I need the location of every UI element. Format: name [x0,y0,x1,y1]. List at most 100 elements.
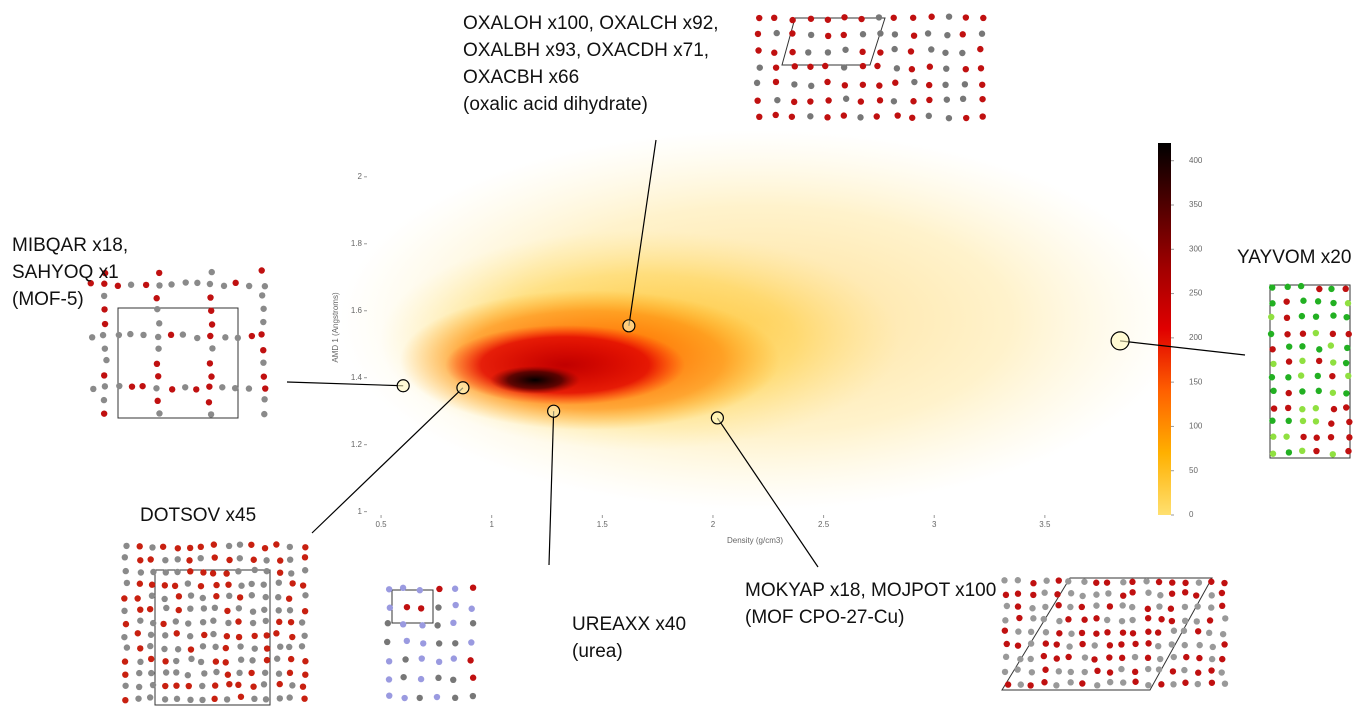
atom [927,64,933,70]
atom [200,643,206,649]
atom [129,383,135,389]
atom [1300,418,1306,424]
atom [185,672,191,678]
atom [1119,655,1125,661]
atom [858,98,864,104]
atom [261,681,267,687]
annotation-label: SAHYOQ x1 [12,262,119,283]
atom [259,292,265,298]
atom [252,645,258,651]
atom [153,295,159,301]
atom [754,80,760,86]
colorbar-tick-label: 400 [1189,156,1203,165]
atom [186,683,192,689]
atom [1030,592,1036,598]
atom [289,580,295,586]
annotation-label: DOTSOV x45 [140,505,256,526]
atom [208,308,214,314]
atom [789,17,795,23]
atom [101,306,107,312]
atom [385,620,391,626]
atom [877,97,883,103]
atom [1171,628,1177,634]
atom [1208,579,1214,585]
atom [1343,390,1349,396]
atom [238,583,244,589]
atom [1345,300,1351,306]
atom [1002,669,1008,675]
atom [891,46,897,52]
atom [123,621,129,627]
atom [288,656,294,662]
atom [404,638,410,644]
atom [400,621,406,627]
atom [235,682,241,688]
atom [262,670,268,676]
atom [1182,642,1188,648]
atom [236,634,242,640]
atom [874,63,880,69]
atom [1181,667,1187,673]
atom [1157,656,1163,662]
atom [1222,615,1228,621]
atom [1079,680,1085,686]
highlighted-point [711,412,723,424]
atom [209,321,215,327]
atom [263,618,269,624]
atom [137,543,143,549]
atom [1196,655,1202,661]
atom [1015,603,1021,609]
atom [469,606,475,612]
atom [1129,617,1135,623]
atom [237,643,243,649]
atom [808,32,814,38]
atom [129,358,135,364]
atom [1209,656,1215,662]
atom [1343,314,1349,320]
atom [275,594,281,600]
atom [1182,604,1188,610]
atom [1014,666,1020,672]
atom [1004,603,1010,609]
atom [1093,602,1099,608]
structure-image [1001,577,1228,690]
atom [187,633,193,639]
atom [1029,605,1035,611]
atom [910,15,916,21]
atom [232,280,238,286]
atom [260,359,266,365]
y-tick-label: 1.6 [351,306,363,315]
atom [198,544,204,550]
structure-image [754,13,987,121]
atom [194,280,200,286]
atom [286,694,292,700]
atom [960,96,966,102]
atom [299,643,305,649]
colorbar-tick-label: 150 [1189,377,1203,386]
annotation-label: (MOF-5) [12,289,84,310]
atom [1286,343,1292,349]
atom [1330,390,1336,396]
atom [1313,405,1319,411]
atom [1001,577,1007,583]
atom [1067,679,1073,685]
atom [124,580,130,586]
atom [137,617,143,623]
atom [1284,315,1290,321]
annotation-label: (urea) [572,641,623,662]
atom [468,639,474,645]
atom [101,372,107,378]
atom [142,359,148,365]
atom [192,306,198,312]
atom [122,658,128,664]
atom [274,656,280,662]
atom [1079,630,1085,636]
atom [248,294,254,300]
atom [155,345,161,351]
atom [156,282,162,288]
atom [1220,631,1226,637]
atom [841,112,847,118]
x-tick-label: 3 [932,520,937,529]
atom [195,397,201,403]
atom [1346,331,1352,337]
